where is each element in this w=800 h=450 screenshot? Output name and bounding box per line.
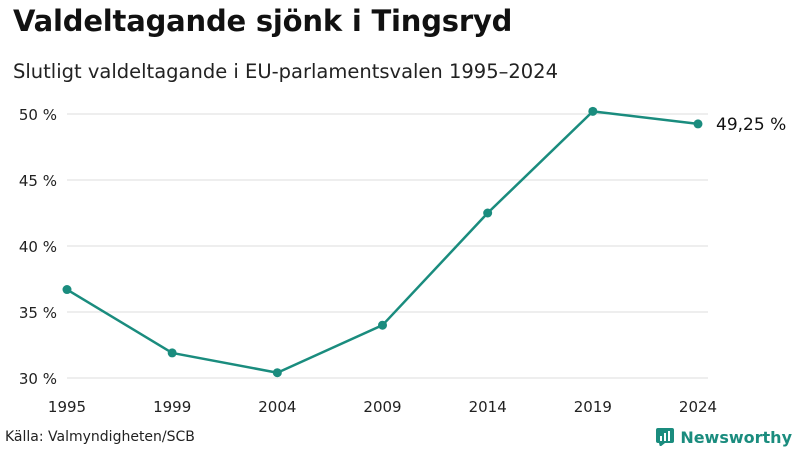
y-tick-label: 35 % — [19, 304, 57, 322]
data-point — [378, 320, 387, 330]
x-tick-label: 1999 — [153, 398, 191, 416]
x-tick-label: 2024 — [679, 398, 717, 416]
chart-subtitle: Slutligt valdeltagande i EU-parlamentsva… — [13, 60, 558, 83]
source-note: Källa: Valmyndigheten/SCB — [5, 429, 195, 445]
brand: Newsworthy — [656, 426, 792, 448]
series-turnout — [62, 106, 703, 378]
brand-name: Newsworthy — [680, 427, 792, 447]
newsworthy-logo-icon — [656, 428, 675, 447]
data-point — [588, 106, 598, 116]
x-tick-label: 2019 — [574, 398, 612, 416]
data-point — [272, 368, 282, 378]
y-tick-label: 30 % — [19, 370, 57, 388]
x-tick-label: 2009 — [363, 398, 401, 416]
data-point — [62, 285, 72, 295]
x-axis-ticks: 1995 1999 2004 2009 2014 2019 2024 — [48, 398, 717, 416]
data-point — [483, 208, 493, 218]
gridlines — [67, 113, 708, 379]
data-point — [167, 348, 177, 358]
series-line — [65, 110, 700, 374]
x-tick-label: 1995 — [48, 398, 86, 416]
y-axis-ticks: 30 % 35 % 40 % 45 % 50 % — [19, 106, 57, 388]
x-tick-label: 2014 — [469, 398, 507, 416]
x-tick-label: 2004 — [258, 398, 296, 416]
data-point — [693, 119, 703, 129]
data-labels: 49,25 % — [716, 115, 786, 135]
chart-title: Valdeltagande sjönk i Tingsryd — [13, 4, 513, 38]
end-value-label: 49,25 % — [716, 115, 786, 135]
y-tick-label: 40 % — [19, 238, 57, 256]
y-tick-label: 45 % — [19, 172, 57, 190]
y-tick-label: 50 % — [19, 106, 57, 124]
